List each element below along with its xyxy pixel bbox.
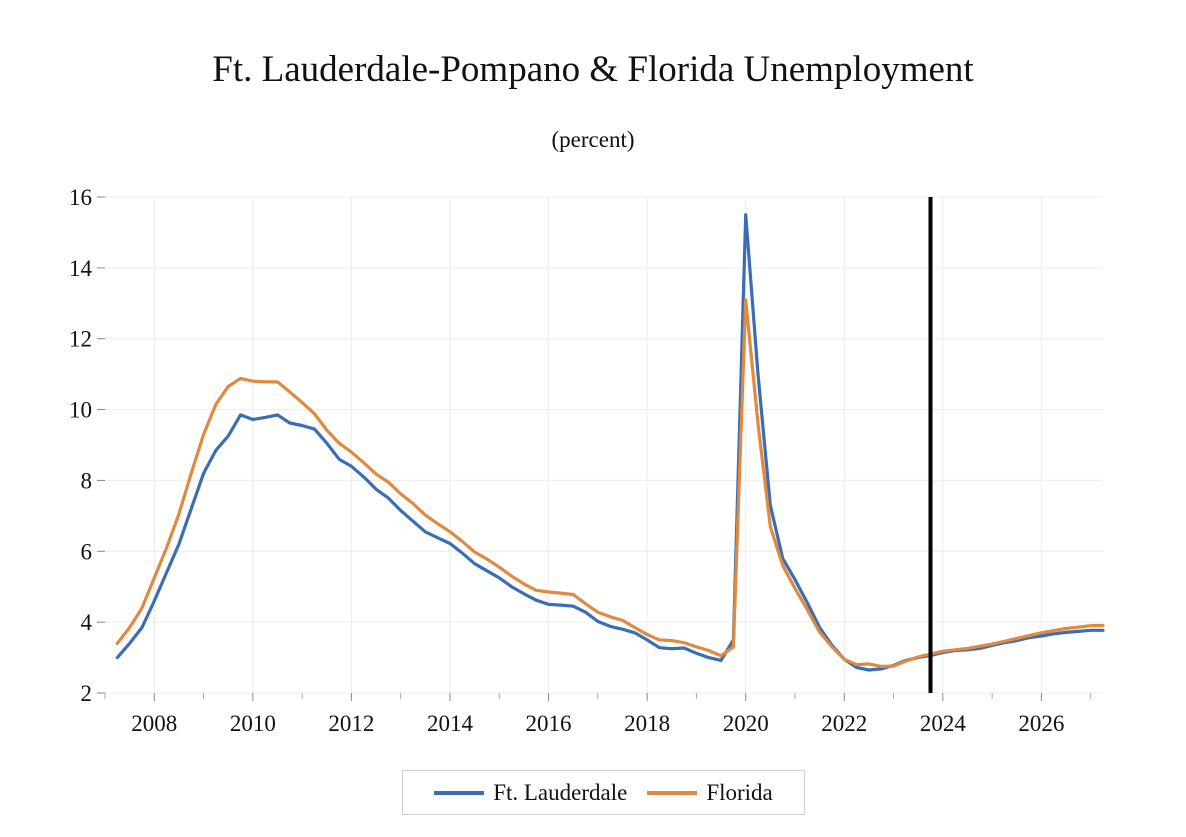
x-tick-label: 2012 xyxy=(328,711,374,736)
legend-item-ft-lauderdale: Ft. Lauderdale xyxy=(434,780,627,806)
y-tick-label: 6 xyxy=(81,539,93,564)
y-tick-label: 2 xyxy=(81,681,93,706)
x-tick-label: 2022 xyxy=(821,711,867,736)
y-tick-label: 14 xyxy=(69,256,93,281)
x-tick-label: 2026 xyxy=(1018,711,1064,736)
x-tick-label: 2008 xyxy=(131,711,177,736)
x-tick-label: 2018 xyxy=(624,711,670,736)
chart-subtitle: (percent) xyxy=(551,127,635,152)
legend-label-florida: Florida xyxy=(706,779,773,805)
series-line-florida xyxy=(115,298,1105,668)
legend: Ft. Lauderdale Florida xyxy=(402,770,805,815)
x-tick-label: 2024 xyxy=(920,711,967,736)
series-line-ft-lauderdale xyxy=(115,213,1105,672)
y-tick-label: 8 xyxy=(81,468,93,493)
y-tick-label: 12 xyxy=(69,327,92,352)
legend-item-florida: Florida xyxy=(647,779,773,806)
legend-swatch-ft-lauderdale xyxy=(434,790,485,795)
x-tick-label: 2016 xyxy=(526,711,572,736)
x-tick-label: 2020 xyxy=(723,711,769,736)
y-tick-label: 10 xyxy=(69,398,92,423)
chart-title: Ft. Lauderdale-Pompano & Florida Unemplo… xyxy=(212,49,974,90)
x-tick-label: 2014 xyxy=(427,711,474,736)
x-tick-label: 2010 xyxy=(230,711,276,736)
legend-label-ft-lauderdale: Ft. Lauderdale xyxy=(493,779,628,805)
legend-swatch-florida xyxy=(647,790,698,795)
y-tick-label: 16 xyxy=(69,185,92,210)
y-tick-label: 4 xyxy=(81,610,93,635)
